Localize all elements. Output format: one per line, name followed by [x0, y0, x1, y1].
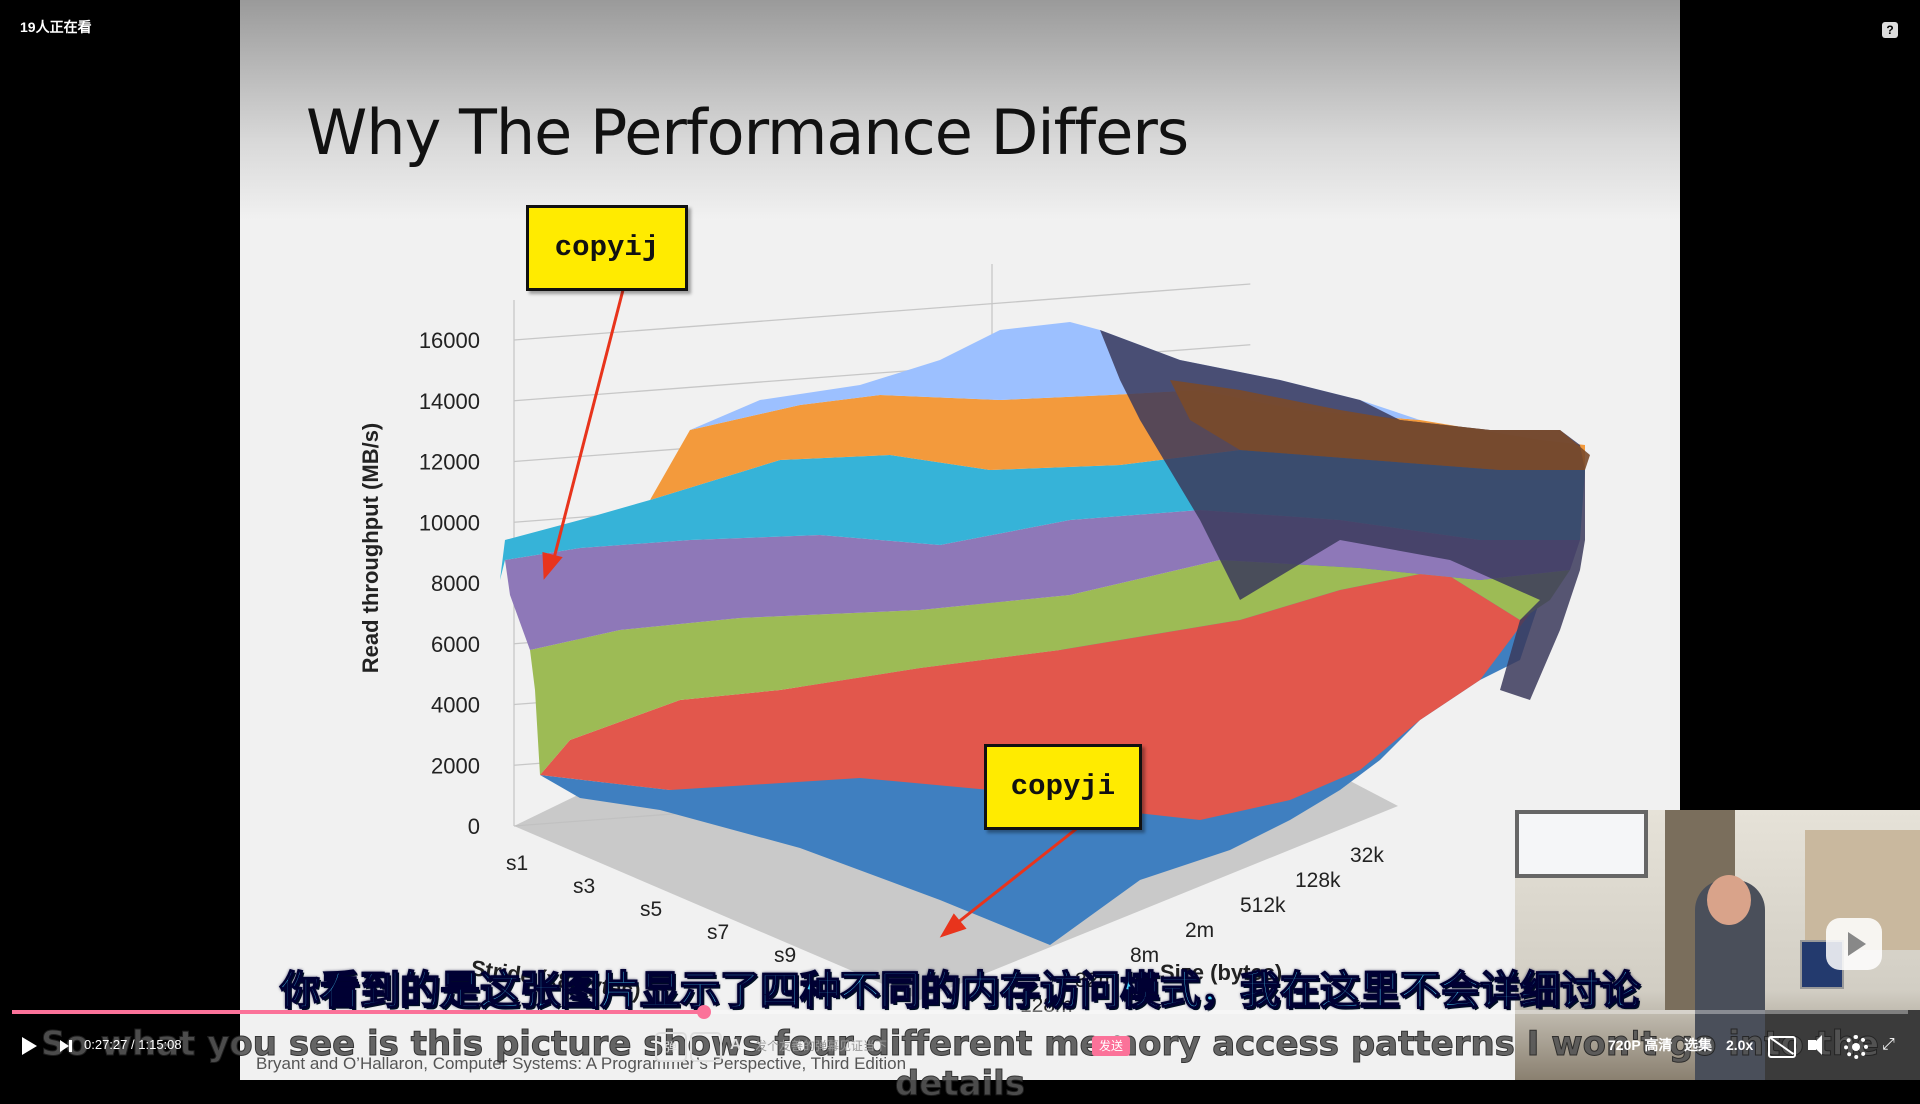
next-icon[interactable]: [60, 1040, 72, 1052]
progress-fill: [12, 1010, 705, 1014]
surface-band-brown-top: [1170, 380, 1590, 470]
duration: 1:15:08: [138, 1037, 182, 1052]
speed-button[interactable]: 2.0x: [1726, 1037, 1754, 1053]
stride-axis-ticks: s1 s3 s5 s7 s9: [506, 852, 796, 967]
quality-button[interactable]: 720P 高清: [1608, 1037, 1673, 1053]
surface-band-green: [530, 560, 1570, 775]
stride-tick-label: s5: [640, 898, 662, 921]
danmaku-toggle-button[interactable]: 弹: [655, 1032, 687, 1062]
gridline: [513, 283, 1251, 341]
episodes-button[interactable]: 选集: [1684, 1037, 1712, 1053]
surface-band-red: [540, 570, 1540, 820]
fullscreen-icon[interactable]: ⤢: [1882, 1036, 1895, 1053]
subtitle-off-icon[interactable]: [1768, 1036, 1796, 1058]
danmaku-settings-button[interactable]: [690, 1032, 722, 1062]
progress-handle[interactable]: [697, 1005, 712, 1019]
size-tick-label: 128k: [1295, 869, 1341, 892]
size-tick-label: 32m: [1075, 969, 1116, 992]
send-danmaku-button[interactable]: 发送: [1092, 1036, 1130, 1056]
y-tick-label: 10000: [419, 510, 480, 535]
surface-band-top: [690, 322, 1420, 430]
lecture-slide: Why The Performance Differs 0 2000 4000 600…: [240, 0, 1680, 1080]
callout-arrows: [542, 285, 1081, 938]
size-tick-label: 2m: [1185, 919, 1214, 942]
volume-icon[interactable]: [1808, 1035, 1822, 1055]
size-tick-label: 8m: [1130, 944, 1159, 967]
stride-tick-label: s7: [707, 921, 729, 944]
throughput-surface-chart: 0 2000 4000 6000 8000 10000 12000 14000 16000 s1…: [358, 264, 1590, 1017]
classroom-screen: [1515, 810, 1648, 878]
z-axis-label: Size (bytes): [1160, 960, 1282, 985]
time-separator: /: [131, 1037, 135, 1052]
settings-gear-icon[interactable]: [1844, 1035, 1868, 1059]
danmaku-input[interactable]: 发个友善的弹幕见证当下: [755, 1039, 888, 1053]
stride-tick-label: s3: [573, 875, 595, 898]
arrow-copyij-head: [542, 552, 563, 580]
pip-play-icon[interactable]: [1826, 918, 1882, 970]
play-icon[interactable]: [22, 1037, 37, 1055]
callout-copyji: copyji: [984, 744, 1142, 830]
arrow-copyji-head: [939, 913, 967, 938]
size-tick-label: 32k: [1350, 844, 1384, 867]
size-tick-label: 128m: [1020, 994, 1073, 1017]
lecturer-head: [1707, 875, 1751, 925]
y-axis-label: Read throughput (MB/s): [358, 423, 383, 674]
y-tick-label: 14000: [419, 389, 480, 414]
help-icon[interactable]: ?: [1882, 22, 1898, 38]
y-tick-label: 8000: [431, 571, 480, 596]
current-time: 0:27:27: [84, 1037, 128, 1052]
y-tick-label: 16000: [419, 328, 480, 353]
size-tick-label: 512k: [1240, 894, 1286, 917]
progress-bar[interactable]: [12, 1005, 1908, 1019]
viewer-count: 19人正在看: [20, 19, 92, 35]
stride-tick-label: s9: [774, 944, 796, 967]
arrow-copyij: [550, 285, 626, 567]
y-tick-label: 6000: [431, 632, 480, 657]
y-tick-label: 2000: [431, 753, 480, 778]
y-axis-ticks: 0 2000 4000 6000 8000 10000 12000 14000 16000: [419, 328, 480, 839]
stride-tick-label: s1: [506, 852, 528, 875]
arrow-copyji: [951, 824, 1081, 929]
surface-bands: [500, 322, 1590, 945]
callout-copyij: copyij: [526, 205, 688, 291]
y-tick-label: 12000: [419, 450, 480, 475]
player-controls: 0:27:27 / 1:15:08: [0, 1025, 1920, 1065]
time-display: 0:27:27 / 1:15:08: [84, 1025, 182, 1065]
y-tick-label: 0: [468, 814, 480, 839]
danmaku-style-icon[interactable]: A: [730, 1036, 741, 1053]
slide-footer: Bryant and O’Hallaron, Computer Systems:…: [256, 1054, 907, 1073]
subtitle-chinese: 你看到的是这张图片显示了四种不同的内存访问模式，我在这里不会详细讨论: [279, 967, 1641, 1015]
slide-title: Why The Performance Differs: [306, 96, 1189, 169]
y-tick-label: 4000: [431, 693, 480, 718]
